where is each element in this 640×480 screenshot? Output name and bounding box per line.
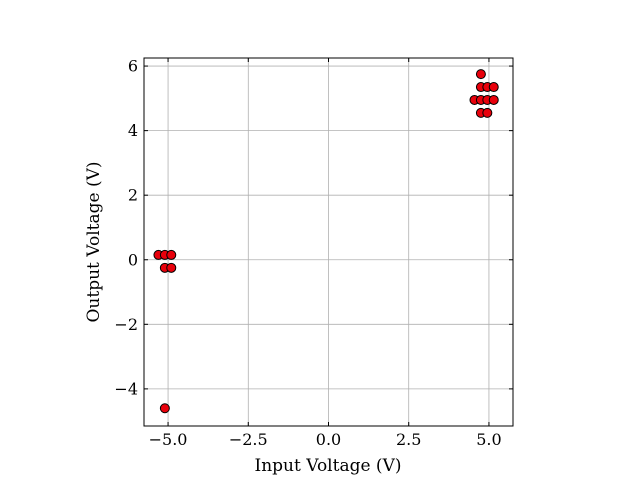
data-point <box>475 69 486 80</box>
data-point <box>159 403 170 414</box>
data-point <box>488 94 499 105</box>
y-tick-label: 6 <box>128 57 138 76</box>
grid-lines <box>144 58 513 426</box>
data-point <box>166 249 177 260</box>
data-points <box>153 69 499 414</box>
data-point <box>482 107 493 118</box>
x-tick-label: −5.0 <box>149 430 188 449</box>
y-tick-label: 0 <box>128 250 138 269</box>
data-point <box>488 82 499 93</box>
x-tick-label: 0.0 <box>316 430 341 449</box>
x-tick-label: 5.0 <box>476 430 501 449</box>
axis-ticks: −5.0 −2.5 0.0 2.5 5.0 −4 −2 0 2 4 6 <box>114 57 513 449</box>
y-axis-title: Output Voltage (V) <box>84 161 104 322</box>
x-tick-label: 2.5 <box>396 430 421 449</box>
y-tick-label: 4 <box>128 121 138 140</box>
x-axis-title: Input Voltage (V) <box>255 456 402 476</box>
y-tick-label: 2 <box>128 186 138 205</box>
x-tick-label: −2.5 <box>229 430 268 449</box>
y-tick-label: −4 <box>114 379 138 398</box>
data-point <box>166 262 177 273</box>
y-tick-label: −2 <box>114 315 138 334</box>
